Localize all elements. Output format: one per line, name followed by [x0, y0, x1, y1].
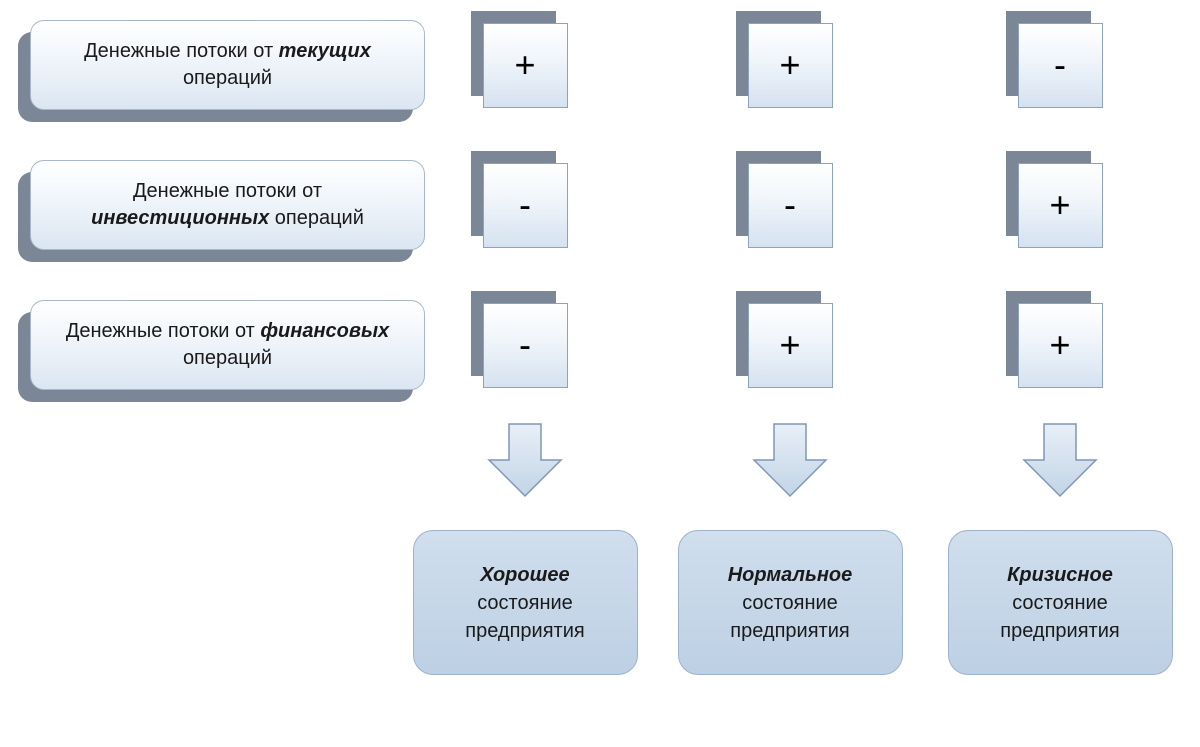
rowlabel-suffix: операций — [269, 207, 364, 229]
state-line2: состояние — [477, 592, 573, 614]
state-text: Кризисное состояние предприятия — [1000, 561, 1119, 645]
rowlabel-text: Денежные потоки от финансовых операций — [51, 318, 404, 372]
down-arrow-icon — [485, 420, 565, 500]
sign-value: - — [784, 184, 796, 226]
signbox: - — [483, 303, 568, 388]
down-arrow-icon — [1020, 420, 1100, 500]
state-line3: предприятия — [465, 620, 584, 642]
state-emph: Нормальное — [728, 564, 853, 586]
sign-value: + — [779, 324, 800, 366]
rowlabel: Денежные потоки от текущих операций — [30, 20, 425, 110]
state-emph: Кризисное — [1007, 564, 1113, 586]
rowlabel: Денежные потоки от инвестиционных операц… — [30, 160, 425, 250]
signbox: - — [1018, 23, 1103, 108]
rowlabel-suffix: операций — [183, 347, 272, 369]
rowlabel-text: Денежные потоки от инвестиционных операц… — [51, 178, 404, 232]
rowlabel-text: Денежные потоки от текущих операций — [51, 38, 404, 92]
state-box: Хорошее состояние предприятия — [413, 530, 638, 675]
sign-value: + — [514, 44, 535, 86]
state-text: Хорошее состояние предприятия — [465, 561, 584, 645]
down-arrow-icon — [750, 420, 830, 500]
rowlabel: Денежные потоки от финансовых операций — [30, 300, 425, 390]
sign-value: + — [1049, 184, 1070, 226]
signbox: + — [1018, 303, 1103, 388]
signbox: + — [483, 23, 568, 108]
rowlabel-prefix: Денежные потоки от — [133, 180, 322, 202]
signbox: - — [483, 163, 568, 248]
state-line2: состояние — [742, 592, 838, 614]
state-text: Нормальное состояние предприятия — [728, 561, 853, 645]
sign-value: - — [519, 324, 531, 366]
signbox: + — [748, 303, 833, 388]
state-emph: Хорошее — [480, 564, 569, 586]
rowlabel-emph: финансовых — [260, 320, 389, 342]
state-box: Кризисное состояние предприятия — [948, 530, 1173, 675]
sign-value: - — [1054, 44, 1066, 86]
state-box: Нормальное состояние предприятия — [678, 530, 903, 675]
signbox: - — [748, 163, 833, 248]
sign-value: + — [779, 44, 800, 86]
rowlabel-emph: инвестиционных — [91, 207, 269, 229]
sign-value: - — [519, 184, 531, 226]
state-line3: предприятия — [730, 620, 849, 642]
state-line2: состояние — [1012, 592, 1108, 614]
signbox: + — [1018, 163, 1103, 248]
rowlabel-emph: текущих — [279, 40, 371, 62]
sign-value: + — [1049, 324, 1070, 366]
state-line3: предприятия — [1000, 620, 1119, 642]
rowlabel-suffix: операций — [183, 67, 272, 89]
diagram-canvas: Денежные потоки от текущих операцийДенеж… — [0, 0, 1200, 747]
rowlabel-prefix: Денежные потоки от — [66, 320, 261, 342]
signbox: + — [748, 23, 833, 108]
rowlabel-prefix: Денежные потоки от — [84, 40, 279, 62]
